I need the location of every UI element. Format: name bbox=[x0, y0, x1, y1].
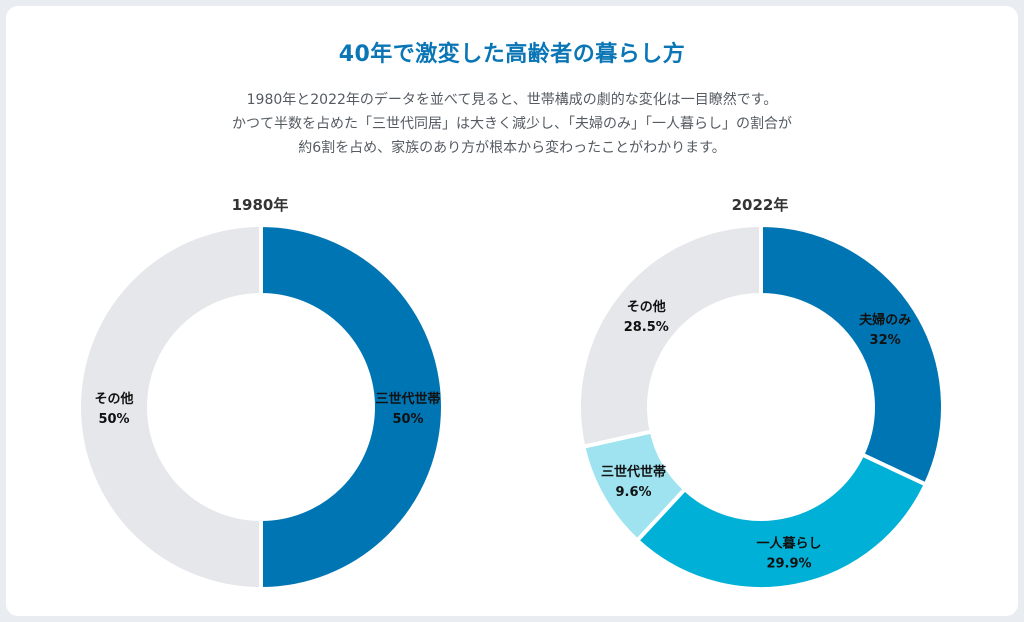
slice-value-label: 28.5% bbox=[624, 320, 669, 335]
slice-label: その他 bbox=[627, 299, 666, 315]
slice-value-label: 32% bbox=[870, 333, 901, 348]
slice-value-label: 9.6% bbox=[616, 485, 652, 500]
donut-slice bbox=[759, 222, 945, 488]
donut-slice bbox=[77, 222, 263, 592]
description: 1980年と2022年のデータを並べて見ると、世帯構成の劇的な変化は一目瞭然です… bbox=[6, 88, 1018, 160]
description-line: かつて半数を占めた「三世代同居」は大きく減少し、「夫婦のみ」「一人暮らし」の割合… bbox=[232, 116, 792, 132]
slice-value-label: 50% bbox=[98, 412, 129, 427]
donut-2022: 夫婦のみ 32% 一人暮らし 29.9% 三世代世帯 9.6% その他 28.5% bbox=[577, 222, 945, 591]
description-line: 約6割を占め、家族のあり方が根本から変わったことがわかります。 bbox=[298, 140, 726, 156]
donut-slice bbox=[634, 452, 929, 591]
donut-charts: 三世代世帯 50% その他 50% 夫婦のみ 32% 一人暮らし 29.9% 三世代世帯 9.6… bbox=[77, 222, 945, 592]
donut-slice bbox=[259, 222, 445, 592]
donut-slice bbox=[577, 222, 763, 450]
slice-label: 三世代世帯 bbox=[375, 391, 440, 407]
slice-label: 夫婦のみ bbox=[859, 312, 911, 328]
donut-1980: 三世代世帯 50% その他 50% bbox=[77, 222, 445, 592]
description-line: 1980年と2022年のデータを並べて見ると、世帯構成の劇的な変化は一目瞭然です… bbox=[246, 92, 778, 108]
page-title: 40年で激変した高齢者の暮らし方 bbox=[338, 42, 686, 67]
slice-label: 三世代世帯 bbox=[601, 464, 666, 480]
slice-label: その他 bbox=[94, 391, 133, 407]
slice-value-label: 50% bbox=[392, 412, 423, 427]
slice-label: 一人暮らし bbox=[756, 535, 821, 551]
chart-title-2022: 2022年 bbox=[731, 196, 789, 214]
chart-title-1980: 1980年 bbox=[231, 196, 289, 214]
slice-value-label: 29.9% bbox=[766, 556, 811, 571]
infographic-card: 40年で激変した高齢者の暮らし方 1980年と2022年のデータを並べて見ると、… bbox=[6, 6, 1018, 616]
